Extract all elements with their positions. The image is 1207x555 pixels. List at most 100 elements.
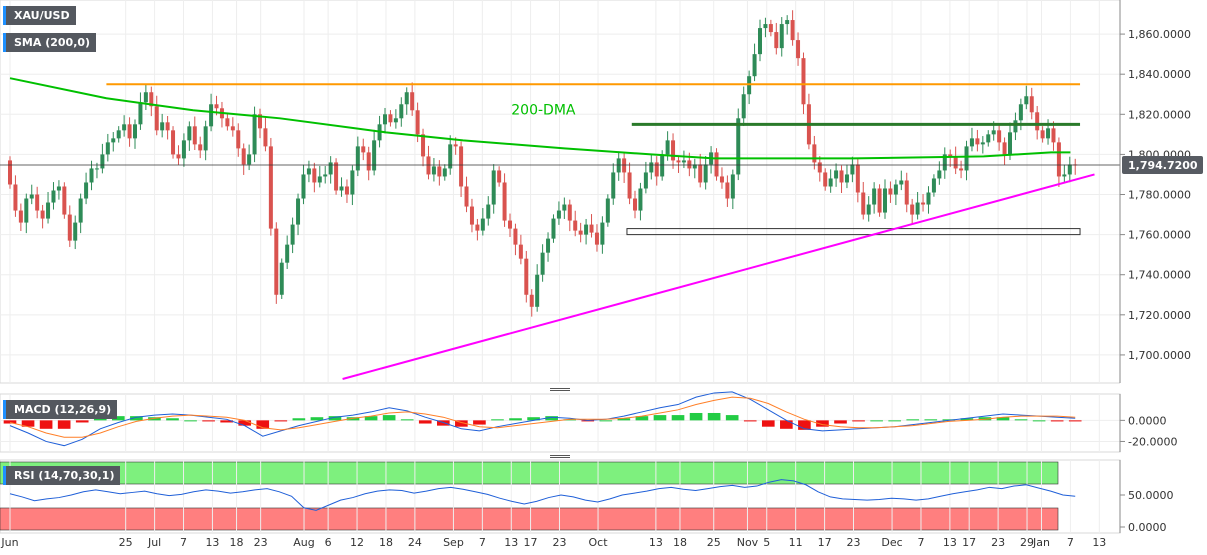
x-tick-label: 23	[847, 536, 861, 549]
candle-body	[312, 168, 317, 183]
candle-body	[736, 118, 741, 175]
pane-resize-handle-rsi[interactable]	[550, 454, 570, 460]
rsi-y-axis: 0.0000 50.0000	[1119, 460, 1174, 534]
candle-body	[953, 156, 958, 169]
candle-body	[35, 194, 40, 211]
current-price-tag-background	[1122, 155, 1203, 174]
macd-histogram-bar	[491, 419, 504, 421]
candle-body	[247, 154, 252, 165]
price-y-tick-label: 1,720.0000	[1128, 309, 1191, 322]
macd-histogram-bar	[112, 416, 125, 421]
candle-body	[372, 140, 377, 171]
candle-body	[89, 168, 94, 183]
x-tick-label: 25	[119, 536, 133, 549]
candle-body	[230, 126, 235, 131]
candle-body	[991, 130, 996, 135]
rsi-y-tick-label: 0.0000	[1128, 521, 1167, 534]
candle-body	[573, 220, 578, 231]
candle-body	[1008, 132, 1013, 155]
candle-body	[948, 154, 953, 157]
candle-body	[671, 140, 676, 161]
x-tick-label: 7	[180, 536, 187, 549]
candle-body	[730, 174, 735, 199]
macd-panel: -20.0000 0.0000	[0, 391, 1177, 453]
candle-body	[8, 160, 12, 185]
candle-body	[100, 154, 105, 169]
macd-y-tick-label: 0.0000	[1128, 414, 1167, 427]
x-tick-label: Jul	[147, 536, 161, 549]
candle-body	[698, 164, 703, 183]
candle-body	[1040, 130, 1045, 139]
candle-body	[964, 146, 969, 171]
candle-body	[236, 130, 241, 149]
candle-body	[763, 24, 768, 29]
candle-body	[214, 104, 219, 109]
x-tick-label: 18	[230, 536, 244, 549]
current-price-label: 1,794.7200	[1128, 159, 1198, 172]
candle-body	[931, 178, 936, 193]
candle-body	[855, 164, 860, 193]
x-tick-label: 17	[818, 536, 832, 549]
candle-body	[94, 168, 99, 170]
candle-body	[122, 124, 127, 131]
candle-body	[752, 54, 757, 77]
macd-legend[interactable]: MACD (12,26,9)	[3, 400, 118, 419]
macd-histogram-bar	[581, 420, 595, 422]
candle-body	[703, 164, 708, 183]
candle-body	[692, 164, 697, 169]
candle-body	[844, 174, 849, 183]
rsi-grid	[9, 460, 1100, 533]
candle-body	[1062, 174, 1067, 177]
x-tick-label: 17	[962, 536, 976, 549]
candle-body	[426, 156, 431, 175]
candle-body	[486, 204, 491, 219]
x-tick-label: 29	[1020, 536, 1034, 549]
candle-body	[334, 162, 339, 191]
macd-histogram-bar	[707, 412, 721, 421]
candle-body	[969, 138, 974, 147]
price-y-axis: 1,700.0000 1,720.0000 1,740.0000 1,760.0000…	[1119, 0, 1207, 555]
candle-body	[893, 184, 898, 195]
macd-histogram-bar	[761, 420, 775, 427]
candle-body	[383, 114, 388, 125]
candle-body	[616, 158, 621, 173]
candle-body	[529, 294, 534, 307]
candle-body	[258, 114, 263, 129]
candle-body	[56, 186, 61, 191]
x-tick-label: Oct	[589, 536, 609, 549]
candle-body	[567, 204, 572, 221]
candle-body	[317, 176, 322, 183]
candle-body	[448, 144, 453, 169]
candle-body	[225, 118, 230, 127]
candle-body	[627, 172, 632, 199]
candle-body	[790, 20, 795, 41]
candle-body	[285, 244, 290, 263]
macd-histogram-bar	[57, 420, 71, 429]
macd-histogram-bar	[617, 418, 631, 421]
x-tick-label: 18	[673, 536, 687, 549]
pane-resize-handle-macd[interactable]	[550, 387, 570, 393]
candle-body	[203, 126, 208, 151]
candle-body	[323, 174, 328, 177]
candle-body	[344, 186, 349, 195]
candle-body	[306, 168, 311, 175]
macd-histogram-bar	[870, 420, 883, 422]
candle-body	[209, 104, 214, 127]
x-tick-label: 7	[479, 536, 486, 549]
candle-body	[431, 166, 436, 175]
candle-body	[355, 146, 360, 171]
candle-body	[301, 174, 306, 199]
candle-body	[643, 172, 648, 189]
macd-histogram-bar	[924, 419, 938, 421]
candle-body	[1024, 96, 1029, 105]
sma-legend[interactable]: SMA (200,0)	[3, 33, 97, 52]
annotation-200-dma: 200-DMA	[511, 102, 576, 118]
symbol-legend[interactable]: XAU/USD	[3, 6, 76, 25]
rsi-legend[interactable]: RSI (14,70,30,1)	[3, 466, 121, 485]
x-tick-label: 23	[254, 536, 268, 549]
candle-body	[410, 92, 415, 111]
candle-body	[459, 146, 464, 187]
candle-body	[562, 204, 567, 211]
candle-body	[681, 160, 686, 163]
candle-body	[192, 126, 197, 145]
